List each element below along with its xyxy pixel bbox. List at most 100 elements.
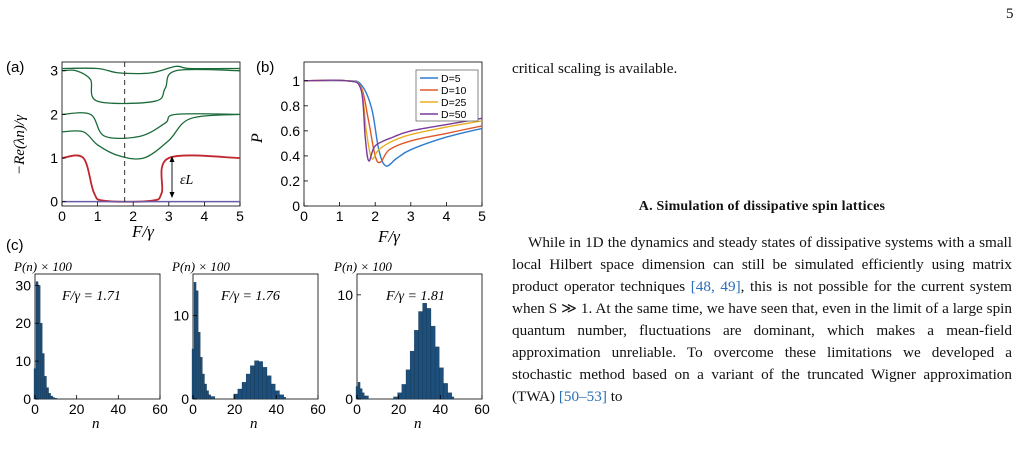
figure: (a) (b) (c) εL 0 1 2 3 4 5 0 1 2 3 F/γ −Re(λn)/γ… xyxy=(6,59,490,432)
panel-b-ytick-label: 0.6 xyxy=(281,123,301,139)
histogram-bar xyxy=(275,390,280,400)
c3-xtick-label: 20 xyxy=(391,401,407,417)
intro-line: critical scaling is available. xyxy=(512,60,678,77)
c1-xtick-label: 60 xyxy=(152,401,168,417)
histogram-bar xyxy=(451,396,455,400)
histogram-bar xyxy=(204,383,207,400)
c2-xtick-label: 0 xyxy=(189,401,197,417)
panel-a-ytick-label: 0 xyxy=(50,194,58,210)
epsilon-arrow xyxy=(169,156,175,198)
histogram-bar xyxy=(193,282,197,400)
histogram-bar xyxy=(52,397,55,400)
histogram-bar xyxy=(33,368,37,400)
histogram-2: 0 20 40 60 0 10 P(n) × 100 F/γ = 1.76 n xyxy=(171,259,326,432)
panel-a-xlabel: F/γ xyxy=(131,222,155,241)
paragraph-text-3: to xyxy=(606,388,623,405)
panel-a-xtick-label: 1 xyxy=(94,208,102,224)
c1-xtick-label: 40 xyxy=(111,401,127,417)
panel-b-xtick-label: 1 xyxy=(336,208,344,224)
c3-xtick-label: 40 xyxy=(433,401,449,417)
c3-xtick-label: 0 xyxy=(353,401,361,417)
panel-b-ytick-label: 0.2 xyxy=(281,173,301,189)
panel-a-ytick-label: 1 xyxy=(50,150,58,166)
panel-b-ylabel: P xyxy=(249,133,266,144)
histogram-bar xyxy=(439,367,444,400)
c1-ytick-label: 10 xyxy=(15,353,31,369)
histogram-2-ylabel: P(n) × 100 xyxy=(171,259,230,274)
legend-entry: D=5 xyxy=(441,73,461,85)
c3-xtick-label: 60 xyxy=(474,401,490,417)
body-paragraph: While in 1D the dynamics and steady stat… xyxy=(512,232,1012,408)
paragraph-text-1: While in 1D the dynamics and steady stat… xyxy=(512,234,1012,295)
panel-a-xtick-label: 3 xyxy=(165,208,173,224)
histogram-bar xyxy=(270,383,276,400)
histogram-bar xyxy=(198,332,201,400)
histogram-bar xyxy=(258,361,263,400)
histogram-1-ylabel: P(n) × 100 xyxy=(13,259,72,274)
panel-label-a: (a) xyxy=(6,59,24,76)
panel-b-series-line xyxy=(303,79,483,162)
panel-b: 0 1 2 3 4 5 0 0.2 0.4 0.6 0.8 1 D=5D=10D=25D=50 F/… xyxy=(249,61,486,246)
panel-a-ylabel: −Re(λn)/γ xyxy=(12,114,28,175)
panel-a-ytick-label: 2 xyxy=(50,106,58,122)
histogram-bar xyxy=(202,373,205,400)
histogram-bar xyxy=(210,396,216,400)
panel-b-ytick-label: 0.8 xyxy=(281,98,301,114)
histogram-bar xyxy=(254,360,259,400)
histogram-bar xyxy=(426,308,432,400)
panel-b-xlabel: F/γ xyxy=(377,227,401,246)
histogram-bar xyxy=(359,388,363,400)
histogram-1-xlabel: n xyxy=(92,416,100,432)
histogram-bar xyxy=(414,330,419,400)
histogram-bar xyxy=(418,311,423,400)
histogram-bar xyxy=(233,393,238,400)
histogram-bar xyxy=(447,392,452,400)
c3-ytick-label: 10 xyxy=(337,287,353,303)
c1-xtick-label: 20 xyxy=(69,401,85,417)
histogram-1-annotation: F/γ = 1.71 xyxy=(61,289,121,304)
histogram-bar xyxy=(208,394,211,400)
panel-a-series-line xyxy=(61,112,241,140)
panel-a-ytick-label: 3 xyxy=(50,63,58,79)
panel-b-xtick-label: 2 xyxy=(371,208,379,224)
panel-label-b: (b) xyxy=(256,59,274,76)
histogram-3-annotation: F/γ = 1.81 xyxy=(385,289,445,304)
histogram-bar xyxy=(40,323,43,400)
panel-label-c: (c) xyxy=(6,237,24,254)
c1-ytick-label: 20 xyxy=(15,315,31,331)
histogram-2-annotation: F/γ = 1.76 xyxy=(220,289,280,304)
legend: D=5D=10D=25D=50 xyxy=(415,69,479,122)
panel-a-xtick-label: 4 xyxy=(201,208,209,224)
histogram-bar xyxy=(50,395,53,400)
histogram-bar xyxy=(35,281,39,400)
histogram-bar xyxy=(443,383,448,400)
legend-entry: D=10 xyxy=(441,85,467,97)
c1-xtick-label: 0 xyxy=(31,401,39,417)
citation-link[interactable]: [48, 49] xyxy=(690,278,741,295)
panel-b-xtick-label: 3 xyxy=(407,208,415,224)
citation-link[interactable]: [50–53] xyxy=(558,388,607,405)
panel-b-xtick-label: 0 xyxy=(300,208,308,224)
panel-a-xtick-label: 5 xyxy=(236,208,244,224)
histogram-bar xyxy=(364,395,369,400)
histogram-bar xyxy=(279,394,284,400)
section-heading: A. Simulation of dissipative spin lattic… xyxy=(638,199,886,214)
panel-a-series-line xyxy=(61,65,241,75)
histogram-bar xyxy=(206,390,209,400)
histogram-bar xyxy=(405,369,411,400)
panel-a-frame xyxy=(61,61,241,207)
histogram-bar xyxy=(42,353,45,400)
panel-b-ytick-label: 0 xyxy=(292,198,300,214)
histogram-bar xyxy=(237,388,243,400)
histogram-bar xyxy=(401,384,407,400)
paragraph-text-2: , this is not possible for the current s… xyxy=(512,278,1012,405)
panel-a-series-line xyxy=(61,113,241,160)
legend-entry: D=50 xyxy=(441,109,467,121)
histogram-bar xyxy=(266,375,272,400)
histogram-bar xyxy=(44,376,47,400)
panel-b-ytick-label: 0.4 xyxy=(281,148,301,164)
histogram-bar xyxy=(362,392,365,400)
histogram-bar xyxy=(46,387,49,400)
histogram-3-xlabel: n xyxy=(414,416,422,432)
panel-b-frame xyxy=(303,61,483,207)
